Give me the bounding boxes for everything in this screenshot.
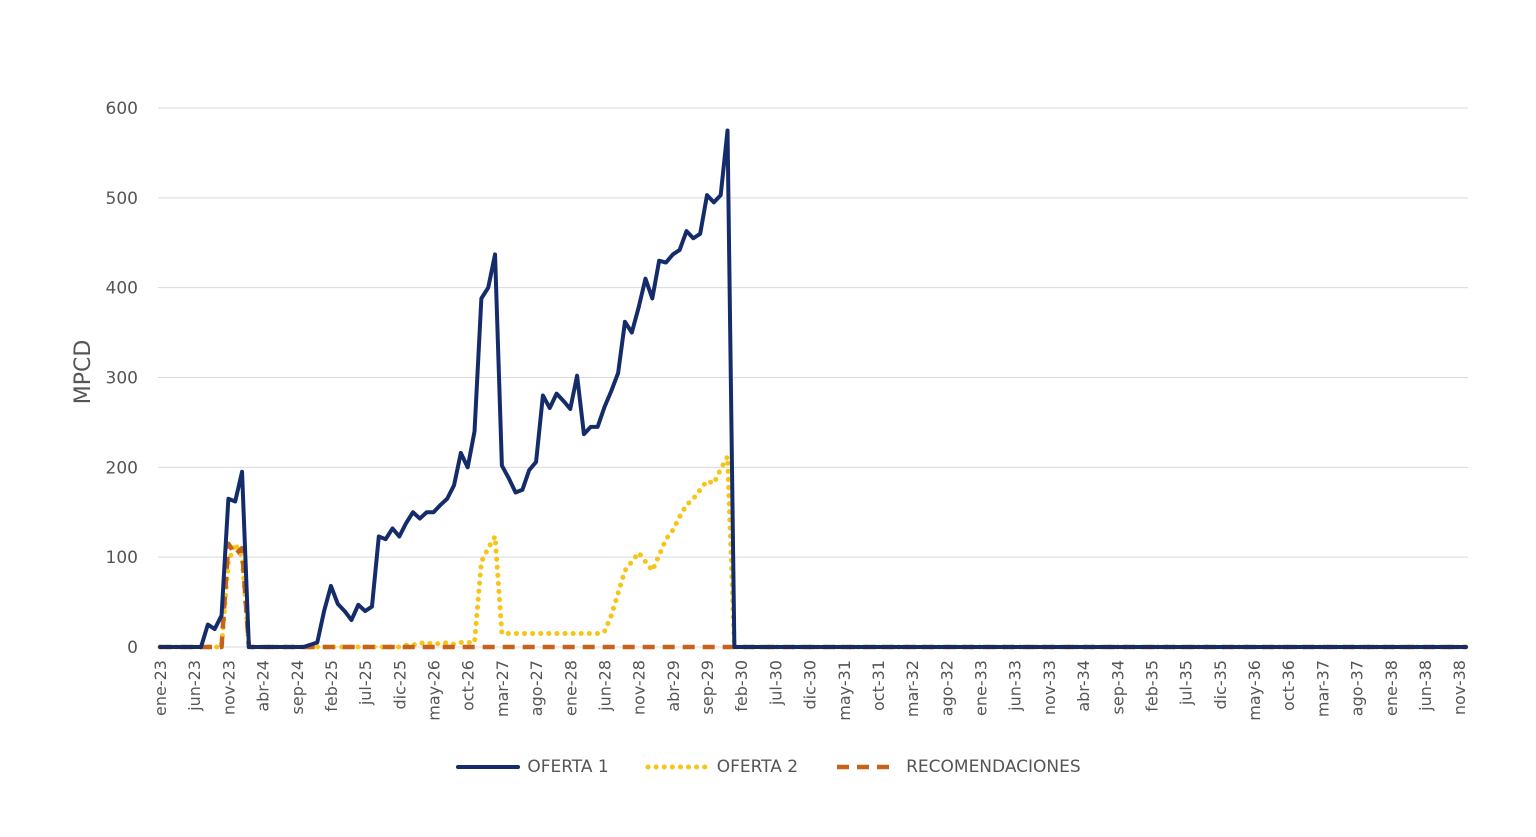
x-tick-label: ene-28 <box>561 660 580 716</box>
x-tick-label: sep-24 <box>288 660 307 714</box>
x-tick-label: oct-36 <box>1279 660 1298 711</box>
x-tick-label: may-36 <box>1245 660 1264 721</box>
legend-swatch <box>645 764 711 770</box>
x-tick-label: ene-23 <box>151 660 170 716</box>
x-tick-label: dic-25 <box>390 660 409 710</box>
y-tick-label: 0 <box>127 638 138 658</box>
x-tick-label: nov-28 <box>630 660 649 715</box>
series-line-recomendaciones <box>160 541 1466 650</box>
y-tick-labels: 0 100 200 300 400 500 600 <box>106 99 138 658</box>
x-tick-label: may-31 <box>835 660 854 721</box>
y-tick-label: 200 <box>106 458 138 478</box>
x-tick-label: ago-27 <box>527 660 546 716</box>
x-tick-label: abr-34 <box>1074 660 1093 712</box>
x-tick-label: oct-31 <box>869 660 888 711</box>
x-tick-label: feb-30 <box>732 660 751 712</box>
x-tick-label: mar-37 <box>1313 660 1332 717</box>
x-tick-label: mar-27 <box>493 660 512 717</box>
y-tick-label: 300 <box>106 369 138 389</box>
series-line-oferta-1 <box>158 128 1468 649</box>
x-tick-label: feb-25 <box>322 660 341 712</box>
legend-swatch <box>837 764 898 770</box>
x-tick-label: abr-29 <box>664 660 683 712</box>
x-tick-labels: ene-23 jun-23 nov-23 abr-24 sep-24 feb-25 jul-… <box>151 660 1469 721</box>
legend-label: OFERTA 1 <box>527 757 609 777</box>
x-tick-label: ago-32 <box>937 660 956 716</box>
x-tick-label: abr-24 <box>254 660 273 712</box>
x-tick-label: jun-33 <box>1006 660 1025 712</box>
y-tick-label: 100 <box>106 548 138 568</box>
x-tick-label: jun-38 <box>1416 660 1435 712</box>
x-tick-label: mar-32 <box>903 660 922 717</box>
legend-label: OFERTA 2 <box>716 757 799 777</box>
x-tick-label: sep-34 <box>1108 660 1127 714</box>
x-tick-label: dic-35 <box>1211 660 1230 710</box>
legend-swatch <box>456 765 521 769</box>
x-tick-label: jun-23 <box>185 660 204 712</box>
y-tick-label: 500 <box>106 189 138 209</box>
x-tick-label: dic-30 <box>801 660 820 710</box>
gridlines <box>158 107 1468 648</box>
x-tick-label: nov-33 <box>1040 660 1059 715</box>
x-tick-label: may-26 <box>425 660 444 721</box>
legend-item: OFERTA 2 <box>645 757 798 777</box>
legend-item: RECOMENDACIONES <box>834 757 1081 777</box>
x-tick-label: jul-30 <box>766 660 785 706</box>
legend-label: RECOMENDACIONES <box>906 757 1081 777</box>
x-tick-label: ago-37 <box>1348 660 1367 716</box>
series-lines <box>157 128 1469 650</box>
x-tick-label: nov-38 <box>1450 660 1469 715</box>
x-tick-label: ene-33 <box>972 660 991 716</box>
x-tick-label: nov-23 <box>219 660 238 715</box>
y-tick-label: 600 <box>106 99 138 119</box>
y-axis-label: MPCD <box>71 340 96 405</box>
legend-item: OFERTA 1 <box>455 757 609 777</box>
legend: OFERTA 1 OFERTA 2 RECOMENDACIONES <box>0 752 1536 782</box>
x-tick-label: jul-35 <box>1177 660 1196 706</box>
x-tick-label: oct-26 <box>459 660 478 711</box>
x-tick-label: jun-28 <box>595 660 614 712</box>
x-tick-label: ene-38 <box>1382 660 1401 716</box>
line-chart: 0 100 200 300 400 500 600 ene-23 jun-23 nov-23 ab… <box>71 99 1469 721</box>
x-tick-label: jul-25 <box>356 660 375 706</box>
x-tick-label: feb-35 <box>1142 660 1161 712</box>
series-line-oferta-2 <box>157 454 1469 650</box>
x-tick-label: sep-29 <box>698 660 717 714</box>
y-tick-label: 400 <box>106 279 138 299</box>
